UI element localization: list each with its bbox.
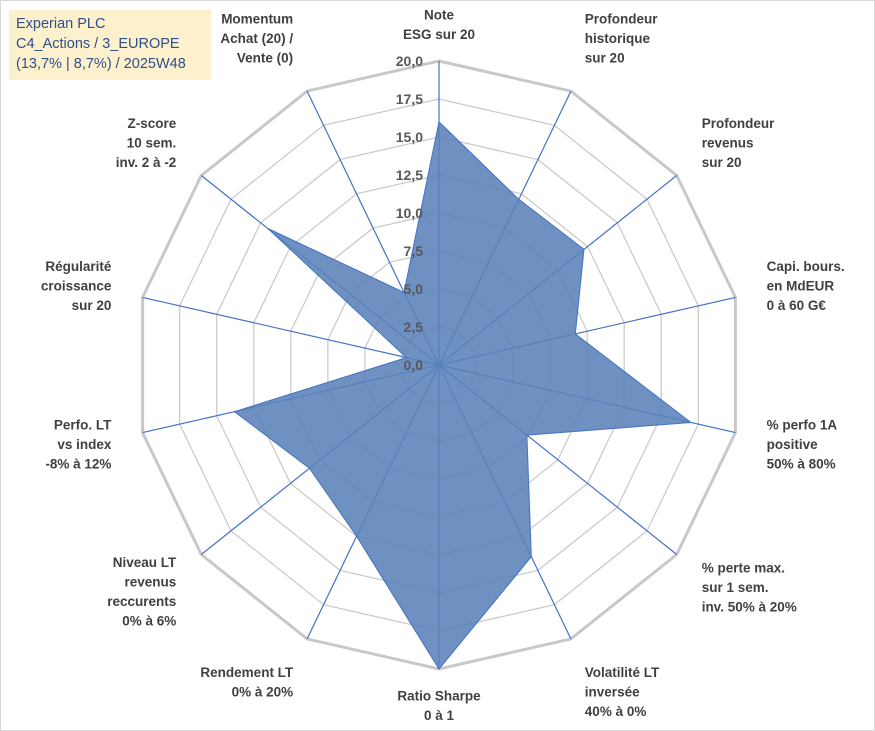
radar-axis-label-line: Profondeur (585, 11, 658, 26)
radar-axis-label: Volatilité LT inversée 40% à 0% (585, 665, 660, 719)
radar-axis-label: Profondeur revenus sur 20 (702, 116, 775, 170)
radar-axis-label: Profondeur historique sur 20 (585, 11, 658, 65)
radar-axis-label: Momentum Achat (20) / Vente (0) (220, 11, 293, 65)
radar-axis-label-line: Momentum (221, 11, 293, 26)
radar-axis-label-line: inversée (585, 685, 640, 700)
radar-axis-label-line: -8% à 12% (45, 457, 111, 472)
radar-axis-label-line: en MdEUR (767, 278, 835, 293)
radar-axis-label: % perfo 1A positive 50% à 80% (767, 418, 838, 472)
chart-title-line: (13,7% | 8,7%) / 2025W48 (16, 56, 186, 72)
radar-axis-label-line: 0% à 20% (232, 685, 294, 700)
radar-axis-label: Rendement LT 0% à 20% (200, 665, 294, 700)
radar-axis-label-line: inv. 50% à 20% (702, 600, 797, 615)
radar-axis-label-line: revenus (702, 136, 754, 151)
radar-axis-label-line: Profondeur (702, 116, 775, 131)
radar-tick-labels: 0,0 2,5 5,0 7,5 10,0 12,5 15,0 17,5 20,0 (396, 53, 423, 373)
radar-axis-label-line: Z-score (128, 116, 177, 131)
radar-axis-label: Note ESG sur 20 (403, 8, 475, 43)
radar-axis-label: Capi. bours. en MdEUR 0 à 60 G€ (767, 259, 845, 313)
radar-tick-label: 5,0 (404, 281, 424, 297)
radar-axis-label-line: Perfo. LT (54, 418, 112, 433)
radar-axis-label-line: % perfo 1A (767, 418, 838, 433)
radar-axis-label-line: historique (585, 31, 651, 46)
radar-axis-label: Régularité croissance sur 20 (41, 259, 112, 313)
radar-axis-label: % perte max. sur 1 sem. inv. 50% à 20% (702, 561, 797, 615)
radar-axis-label-line: sur 20 (702, 155, 742, 170)
radar-axis-label: Perfo. LT vs index -8% à 12% (45, 418, 112, 472)
chart-title-line: C4_Actions / 3_EUROPE (16, 36, 180, 52)
radar-axis-label-line: 0 à 60 G€ (767, 298, 827, 313)
radar-axis-label-line: revenus (125, 575, 177, 590)
radar-tick-label: 0,0 (404, 357, 424, 373)
radar-axis-label-line: 10 sem. (127, 136, 177, 151)
radar-axis-label-line: Achat (20) / (220, 31, 293, 46)
radar-spoke (142, 296, 440, 366)
radar-tick-label: 12,5 (396, 167, 423, 183)
radar-tick-label: 15,0 (396, 129, 423, 145)
radar-axis-label-line: sur 20 (585, 50, 625, 65)
radar-tick-label: 20,0 (396, 53, 423, 69)
radar-axis-label-line: 0 à 1 (424, 708, 455, 723)
radar-axis-label-line: inv. 2 à -2 (116, 155, 177, 170)
radar-tick-label: 10,0 (396, 205, 423, 221)
radar-axis-label-line: positive (767, 437, 819, 452)
radar-axis-label: Niveau LT revenus reccurents 0% à 6% (107, 555, 177, 629)
radar-axis-label-line: Capi. bours. (767, 259, 845, 274)
radar-axis-label-line: Vente (0) (237, 50, 293, 65)
radar-tick-label: 2,5 (404, 319, 424, 335)
radar-axis-label-line: ESG sur 20 (403, 27, 475, 42)
radar-tick-label: 7,5 (404, 243, 424, 259)
chart-title-line: Experian PLC (16, 16, 106, 32)
radar-axis-label-line: Niveau LT (113, 555, 177, 570)
radar-axis-label-line: 0% à 6% (122, 614, 176, 629)
radar-axis-label-line: reccurents (107, 594, 176, 609)
radar-axis-label-line: % perte max. (702, 561, 785, 576)
radar-axis-label-line: 40% à 0% (585, 704, 647, 719)
radar-tick-label: 17,5 (396, 91, 423, 107)
radar-axis-label-line: Régularité (45, 259, 112, 274)
radar-axis-label-line: vs index (57, 437, 112, 452)
radar-axis-label-line: sur 1 sem. (702, 580, 769, 595)
radar-series-area (233, 120, 693, 670)
radar-axis-label-line: Volatilité LT (585, 665, 660, 680)
radar-axis-label: Ratio Sharpe 0 à 1 (397, 689, 481, 724)
radar-axis-label-line: 50% à 80% (767, 457, 836, 472)
radar-axis-label-line: Rendement LT (200, 665, 294, 680)
radar-axis-label-line: Note (424, 8, 454, 23)
radar-axis-label: Z-score 10 sem. inv. 2 à -2 (116, 116, 177, 170)
radar-axis-label-line: Ratio Sharpe (397, 689, 481, 704)
radar-axis-label-line: sur 20 (72, 298, 112, 313)
radar-series (233, 120, 693, 670)
chart-title-box: Experian PLC C4_Actions / 3_EUROPE (13,7… (9, 10, 211, 80)
radar-axis-label-line: croissance (41, 278, 112, 293)
radar-axis-labels: Note ESG sur 20 Profondeur historique sur 20… (41, 8, 845, 724)
